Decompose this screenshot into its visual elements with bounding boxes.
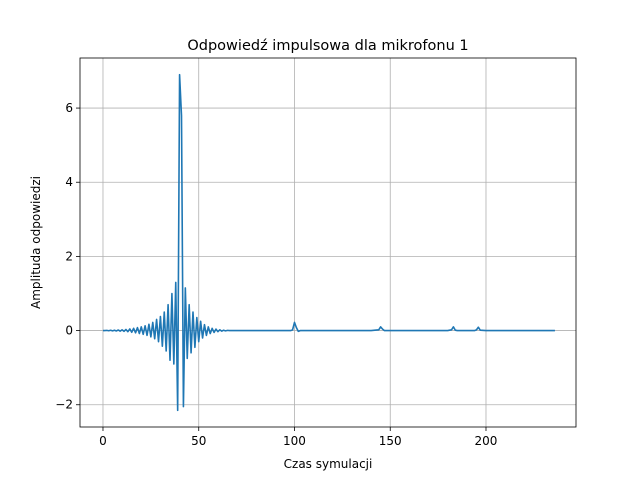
y-tick-label: 4: [65, 175, 73, 189]
x-axis-label: Czas symulacji: [284, 457, 373, 471]
x-axis-ticks: 0 50 100 150 200: [99, 427, 497, 448]
x-tick-label: 0: [99, 434, 107, 448]
gridlines: [80, 58, 576, 427]
x-tick-label: 150: [379, 434, 402, 448]
x-tick-label: 50: [191, 434, 206, 448]
y-tick-label: −2: [55, 398, 73, 412]
y-tick-label: 6: [65, 101, 73, 115]
y-axis-ticks: −2 0 2 4 6: [55, 101, 80, 412]
y-tick-label: 2: [65, 249, 73, 263]
chart-title: Odpowiedź impulsowa dla mikrofonu 1: [187, 38, 468, 54]
plot-series-group: [102, 73, 555, 412]
y-tick-label: 0: [65, 324, 73, 338]
x-tick-label: 100: [283, 434, 306, 448]
axes-frame: [79, 57, 577, 428]
x-tick-label: 200: [475, 434, 498, 448]
y-axis-label: Amplituda odpowiedzi: [29, 176, 43, 309]
series-line: [102, 73, 555, 412]
